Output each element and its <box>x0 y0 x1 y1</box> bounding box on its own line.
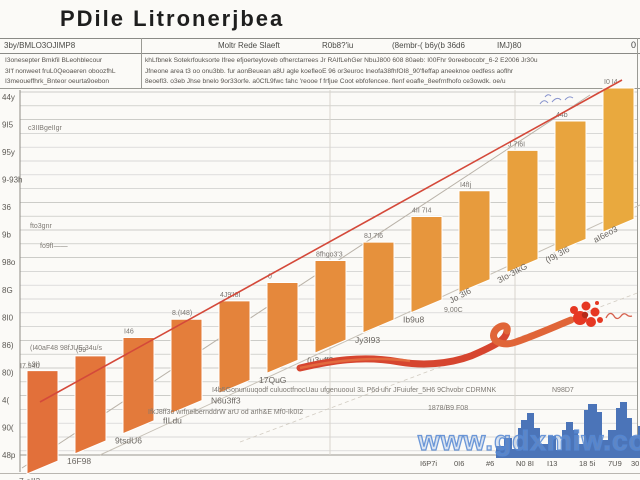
bar-category-label: N6u3ff3 <box>211 395 241 405</box>
annotation-text: c3IIBgeIIgr <box>28 125 63 132</box>
bar-category-label: fILdu <box>163 416 182 426</box>
subheader-line: I3onesepter Bmkfil BLeohblecour <box>5 57 103 64</box>
bar <box>602 87 635 233</box>
annotation-text: N98D7 <box>552 387 574 394</box>
bar <box>362 241 395 334</box>
bar <box>506 149 539 274</box>
bar-value-label: 8J 7I6 <box>364 233 383 240</box>
x-axis-tick-label: I13 <box>547 459 557 468</box>
bar-value-label: (99 <box>76 347 86 354</box>
header-bottom-rule <box>0 53 640 54</box>
bar-value-label: 0 <box>268 274 272 281</box>
bar <box>266 282 299 374</box>
x-axis-tick-label: 30 <box>631 459 639 468</box>
y-axis-label: 80) <box>2 368 14 377</box>
x-axis-tick-label: 7U9 <box>608 459 622 468</box>
bar-value-label: I.9I) <box>28 362 40 369</box>
subheader-right-column: khLfbnek Sotekrfouksorte Ifree efjoertey… <box>145 56 637 88</box>
bar <box>410 215 443 314</box>
page-title: PDile Litronerjbea <box>60 6 285 31</box>
y-axis-label: 9I5 <box>2 121 14 130</box>
subheader-line: 8eoefl3. o3eb Jhse bnelo 9or33orfe. a0Cf… <box>145 78 506 85</box>
x-axis-tick-label: N0 8I <box>516 459 534 468</box>
x-axis-tick-label: I6P7i <box>420 459 437 468</box>
bar-value-label: 4J9'I8I <box>220 292 240 299</box>
bar <box>218 300 251 395</box>
bar <box>554 120 587 253</box>
chart-top-rule <box>0 88 640 89</box>
annotation-text: IfkJ8ff3o wrfnelbernddrW arU od arIh&E M… <box>148 409 303 416</box>
bar <box>122 337 155 435</box>
subheader-line: I3meoueffhrk_Bnteor oeurta9oebon <box>5 78 109 85</box>
x-axis-tick-label: 18 5i <box>579 459 596 468</box>
watermark: www.gdxmiw.com <box>417 424 640 456</box>
bar <box>458 190 491 294</box>
annotation-text: (I40aF48 98fJUE,34u/s <box>30 345 102 352</box>
x-axis-tick-label: 0I6 <box>454 459 464 468</box>
header-cell: Moltr Rede Slaeft <box>218 41 280 50</box>
bar-value-label: I46 <box>124 329 134 336</box>
subheader-line: Jfneone area t3 oo onu3bb. fur aonBeuean… <box>145 67 514 75</box>
y-axis-label: 4( <box>2 396 9 405</box>
bar-category-label: 16F98 <box>67 456 91 466</box>
red-trend-line <box>39 79 623 403</box>
header-cell: R0b8?'iu <box>322 41 354 50</box>
annotation-text: 1878/B9 F08 <box>428 405 468 412</box>
bar <box>170 318 203 415</box>
x-axis-tick-label: #6 <box>486 459 494 468</box>
annotation-text: I7.940 <box>20 363 40 370</box>
bar-category-label: Jy3I93 <box>355 335 380 345</box>
y-axis-label: 8I0 <box>2 313 14 322</box>
bar-value-label: I4fIj <box>460 182 472 189</box>
annotation-text: fto3gnr <box>30 223 52 230</box>
y-axis-label: 98o <box>2 258 16 267</box>
header-cell: (8embr-( b6y(b 36d6 <box>392 41 465 50</box>
splash-icon <box>570 301 603 327</box>
header-divider <box>141 38 142 88</box>
bar <box>314 259 347 354</box>
y-axis-label: 86) <box>2 341 14 350</box>
y-axis-label: 95y <box>2 148 15 157</box>
bar-category-label: Ib9u8 <box>403 315 425 325</box>
annotation-text: I4b5Gonunuuqodf culuoctfnocUau ufgenuoou… <box>212 387 497 394</box>
header-cell: IMJ)80 <box>497 41 522 50</box>
y-axis-label: 48p <box>2 451 16 460</box>
header-top-rule <box>0 38 640 39</box>
bottom-border <box>0 473 640 474</box>
y-axis-label: 8G <box>2 286 13 295</box>
subheader-line: khLfbnek Sotekrfouksorte Ifree efjoertey… <box>145 57 538 64</box>
bar <box>26 370 59 475</box>
bar-value-label: 8fhgo3'3 <box>316 251 343 258</box>
scribble-annotation <box>539 94 574 105</box>
y-axis-label: 9b <box>2 231 11 240</box>
diagonal-guide-line <box>239 291 640 443</box>
bar-value-label: J 7I6I <box>508 141 525 148</box>
y-axis-label: 44y <box>2 93 15 102</box>
y-axis-label: 9-93h <box>2 176 22 185</box>
bar-value-label: I0 I4 <box>604 79 618 86</box>
diagonal-guide-line <box>21 94 591 469</box>
bar-category-label: (u3uff3 <box>307 355 334 365</box>
annotation-text: fo9fI—— <box>40 243 68 250</box>
bar-value-label: 44b <box>556 112 568 119</box>
bar-value-label: 4II 7I4 <box>412 207 432 214</box>
subheader-left-column: I3onesepter Bmkfil BLeohblecour 3I'f non… <box>5 56 138 88</box>
bar-category-label: 9tsdU6 <box>115 436 142 446</box>
y-axis-label: 90( <box>2 423 14 432</box>
bar-value-label: 8.(I48) <box>172 310 192 317</box>
bar-category-label: 7.oII3 <box>19 476 41 480</box>
city-skyline <box>496 402 640 458</box>
right-border <box>637 38 638 455</box>
corner-zero-label: 0 <box>631 40 637 50</box>
y-axis-label: 36 <box>2 203 11 212</box>
bar-category-label: 17QuG <box>259 375 286 385</box>
ribbon-arrow-icon <box>296 316 575 372</box>
header-cell: 3by/BMLO3OJIMP8 <box>4 41 76 50</box>
subheader-line: 3I'f nonweet fruL0Qeoaeren oboozfhL <box>5 67 116 75</box>
squiggle-icon <box>605 312 633 320</box>
bar <box>74 355 107 455</box>
annotation-text: 9,00C <box>444 307 463 314</box>
